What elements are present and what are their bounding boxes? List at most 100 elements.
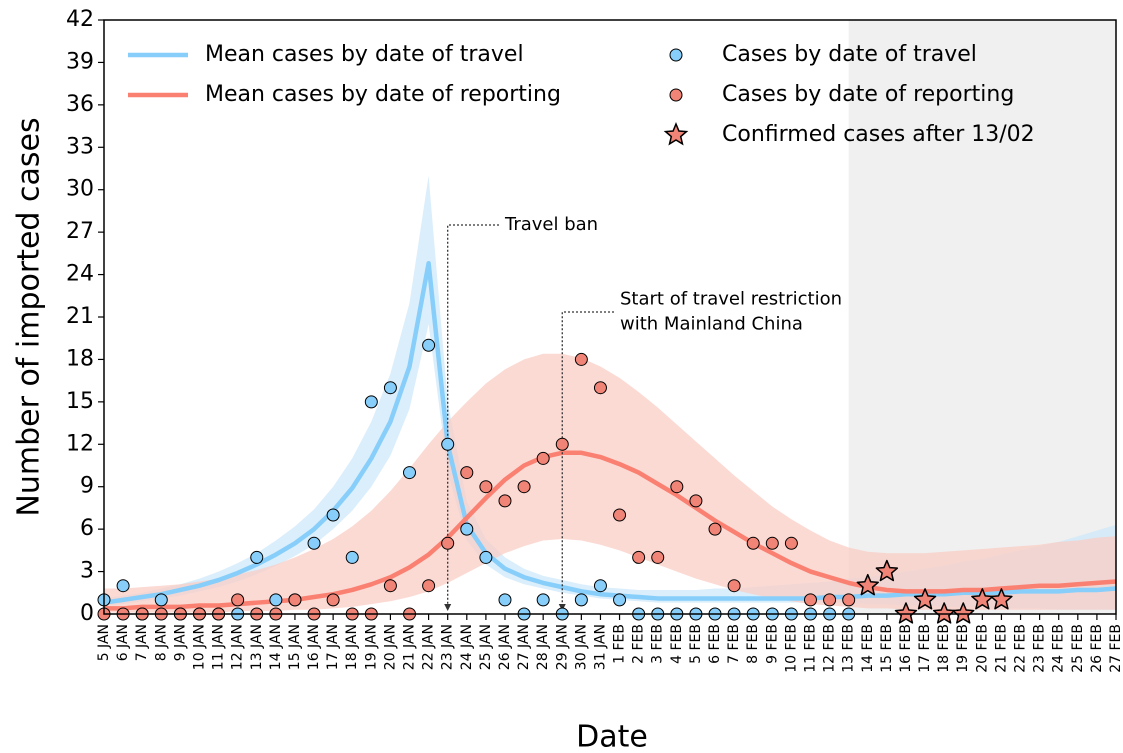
point xyxy=(670,480,684,494)
point xyxy=(479,550,493,564)
point xyxy=(823,593,837,607)
x-tick-label: 11 FEB xyxy=(802,624,818,673)
point xyxy=(784,536,798,550)
point xyxy=(116,579,130,593)
x-tick-label: 26 JAN xyxy=(497,624,513,670)
point xyxy=(842,593,856,607)
point xyxy=(288,593,302,607)
point xyxy=(326,593,340,607)
legend-marker xyxy=(669,48,683,62)
point xyxy=(593,579,607,593)
y-tick-label: 0 xyxy=(80,601,94,626)
x-tick-label: 24 JAN xyxy=(459,624,475,670)
point xyxy=(517,480,531,494)
x-tick-label: 19 JAN xyxy=(363,624,379,670)
point xyxy=(593,381,607,395)
point xyxy=(422,338,436,352)
x-tick-label: 24 FEB xyxy=(1051,624,1067,673)
point xyxy=(422,579,436,593)
confidence-band xyxy=(104,353,1116,613)
point xyxy=(383,579,397,593)
x-tick-label: 6 JAN xyxy=(115,624,131,661)
y-tick-label: 39 xyxy=(66,49,94,74)
x-tick-label: 9 FEB xyxy=(764,624,780,664)
point xyxy=(613,593,627,607)
mean-line xyxy=(103,261,1117,605)
x-tick-label: 27 JAN xyxy=(516,624,532,670)
x-tick-label: 25 JAN xyxy=(478,624,494,670)
x-tick-label: 21 FEB xyxy=(993,624,1009,673)
x-tick-label: 2 FEB xyxy=(631,624,647,664)
point xyxy=(383,381,397,395)
shaded-region xyxy=(848,20,1116,614)
legend-label: Confirmed cases after 13/02 xyxy=(722,122,1035,147)
y-tick-label: 18 xyxy=(66,346,94,371)
point xyxy=(613,508,627,522)
legend-label: Mean cases by date of travel xyxy=(205,42,524,67)
x-tick-label: 20 FEB xyxy=(974,624,990,673)
x-tick-label: 26 FEB xyxy=(1089,624,1105,673)
star-point xyxy=(913,588,937,610)
point xyxy=(441,536,455,550)
y-tick-label: 27 xyxy=(66,219,94,244)
point xyxy=(536,451,550,465)
x-tick-label: 30 JAN xyxy=(573,624,589,670)
x-tick-label: 7 JAN xyxy=(134,624,150,661)
annotation-arrow xyxy=(447,224,499,606)
point xyxy=(231,593,245,607)
x-tick-label: 9 JAN xyxy=(172,624,188,661)
point xyxy=(307,536,321,550)
legend-star xyxy=(663,122,689,146)
star-point xyxy=(875,559,899,582)
legend-marker xyxy=(669,88,683,102)
x-tick-label: 14 JAN xyxy=(268,624,284,670)
legend-label: Cases by date of reporting xyxy=(722,82,1014,107)
x-tick-label: 21 JAN xyxy=(402,624,418,670)
x-tick-label: 6 FEB xyxy=(707,624,723,664)
x-tick-label: 29 JAN xyxy=(554,624,570,670)
x-tick-label: 23 JAN xyxy=(440,624,456,670)
x-tick-label: 14 FEB xyxy=(860,624,876,673)
point xyxy=(479,480,493,494)
x-tick-label: 13 FEB xyxy=(841,624,857,673)
star-point xyxy=(894,602,918,624)
x-tick-label: 22 FEB xyxy=(1013,624,1029,673)
point xyxy=(154,593,168,607)
annotation-text: Travel ban xyxy=(504,214,598,235)
x-tick-label: 15 FEB xyxy=(879,624,895,673)
x-tick-label: 15 JAN xyxy=(287,624,303,670)
x-tick-label: 7 FEB xyxy=(726,624,742,664)
x-tick-label: 8 JAN xyxy=(153,624,169,661)
point xyxy=(326,508,340,522)
x-tick-label: 10 FEB xyxy=(783,624,799,673)
y-tick-label: 15 xyxy=(66,389,94,414)
point xyxy=(460,466,474,480)
y-tick-label: 9 xyxy=(80,474,94,499)
y-tick-label: 21 xyxy=(66,304,94,329)
x-tick-label: 17 JAN xyxy=(325,624,341,670)
star-point xyxy=(990,588,1013,610)
star-point xyxy=(952,602,975,624)
point xyxy=(632,550,646,564)
x-tick-label: 28 JAN xyxy=(535,624,551,670)
x-tick-label: 3 FEB xyxy=(650,624,666,664)
y-tick-label: 24 xyxy=(66,262,94,287)
y-tick-label: 6 xyxy=(80,516,94,541)
point xyxy=(345,550,359,564)
point xyxy=(498,494,512,508)
x-tick-label: 1 FEB xyxy=(612,624,628,664)
point xyxy=(536,593,550,607)
x-tick-label: 16 FEB xyxy=(898,624,914,673)
x-tick-label: 5 FEB xyxy=(688,624,704,664)
point xyxy=(746,536,760,550)
x-tick-label: 5 JAN xyxy=(96,624,112,661)
point xyxy=(574,593,588,607)
y-tick-label: 3 xyxy=(80,559,94,584)
x-tick-label: 25 FEB xyxy=(1070,624,1086,673)
x-tick-label: 16 JAN xyxy=(306,624,322,670)
x-axis-label: Date xyxy=(576,720,648,753)
x-tick-label: 19 FEB xyxy=(955,624,971,673)
annotation-arrow xyxy=(561,311,614,606)
